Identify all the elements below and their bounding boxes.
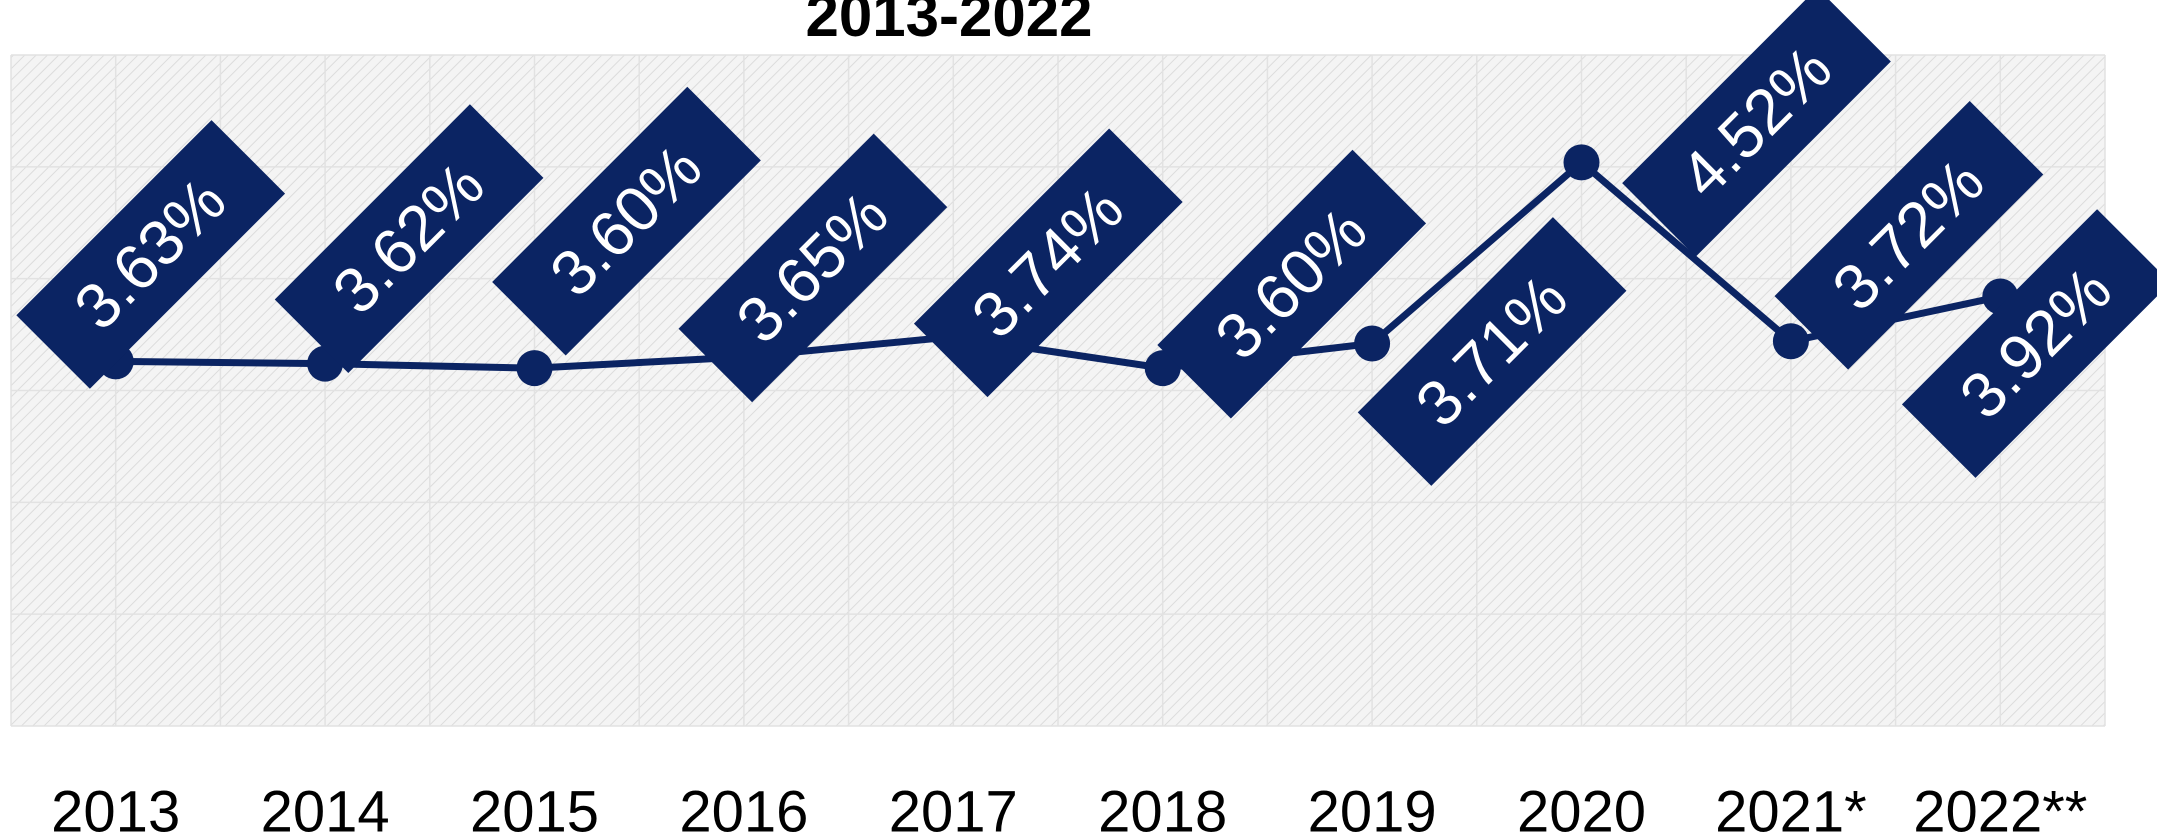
x-tick-label: 2015	[470, 779, 599, 838]
x-tick-label: 2014	[261, 779, 390, 838]
data-label-box	[1357, 217, 1627, 486]
marker	[1354, 325, 1391, 362]
x-tick-label: 2018	[1098, 779, 1227, 838]
x-tick-label: 2021*	[1715, 779, 1867, 838]
marker	[1772, 323, 1809, 360]
x-tick-label: 2019	[1308, 779, 1437, 838]
data-label-box	[16, 120, 286, 389]
line	[115, 157, 2002, 372]
data-label-box	[1622, 0, 1891, 257]
marker	[1563, 144, 1600, 181]
data-label-box	[1157, 149, 1427, 419]
chart-title: 2013-2022	[806, 0, 1093, 49]
x-tick-label: 2017	[889, 779, 1018, 838]
data-label-box	[274, 104, 544, 374]
data-label: 3.65%	[678, 133, 948, 403]
data-label-box	[1901, 209, 2157, 478]
data-label-box	[1774, 100, 2044, 370]
x-tick-label: 2020	[1517, 779, 1646, 838]
x-tick-label: 2022**	[1913, 779, 2087, 838]
data-label-box	[913, 128, 1183, 398]
x-tick-label: 2016	[679, 779, 808, 838]
x-tick-label: 2013	[51, 779, 180, 838]
data-label-box	[492, 86, 761, 356]
marker	[516, 350, 553, 387]
data-label-box	[678, 133, 948, 403]
